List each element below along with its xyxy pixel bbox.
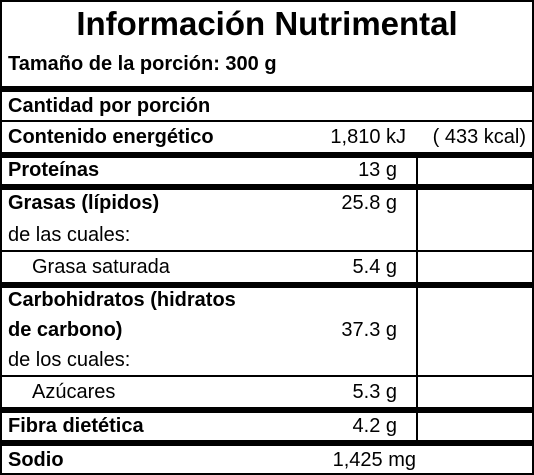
divider (2, 120, 532, 122)
divider (2, 250, 532, 252)
energy-kcal-value: ( 433 kcal) (432, 126, 526, 148)
saturated-fat-value: 5.4 g (352, 256, 397, 278)
thick-divider (2, 282, 532, 288)
sugars-value: 5.3 g (352, 381, 397, 403)
column-separator (416, 158, 418, 440)
per-serving-header: Cantidad por porción (8, 95, 211, 117)
thick-divider (2, 407, 532, 413)
protein-label: Proteínas (8, 159, 100, 181)
serving-size: Tamaño de la porción: 300 g (8, 53, 277, 75)
carbs-of-which-label: de los cuales: (8, 349, 131, 371)
fats-label: Grasas (lípidos) (8, 192, 160, 214)
carbs-label-line1: Carbohidratos (hidratos (8, 289, 236, 311)
sodium-value: 1,425 mg (332, 449, 416, 471)
saturated-fat-label: Grasa saturada (32, 256, 170, 278)
divider (2, 375, 532, 377)
energy-label: Contenido energético (8, 126, 214, 148)
fats-value: 25.8 g (341, 192, 397, 214)
thick-divider (2, 440, 532, 446)
sodium-label: Sodio (8, 449, 64, 471)
carbs-value: 37.3 g (341, 319, 397, 341)
label-title: Información Nutrimental (76, 5, 458, 42)
thick-divider (2, 86, 532, 92)
sugars-label: Azúcares (32, 381, 116, 403)
energy-kj-value: 1,810 kJ (330, 126, 406, 148)
carbs-label-line2: de carbono) (8, 319, 123, 341)
fiber-label: Fibra dietética (8, 415, 144, 437)
protein-value: 13 g (358, 159, 397, 181)
thick-divider (2, 184, 532, 190)
fats-of-which-label: de las cuales: (8, 224, 131, 246)
fiber-value: 4.2 g (352, 415, 397, 437)
thick-divider (2, 152, 532, 158)
